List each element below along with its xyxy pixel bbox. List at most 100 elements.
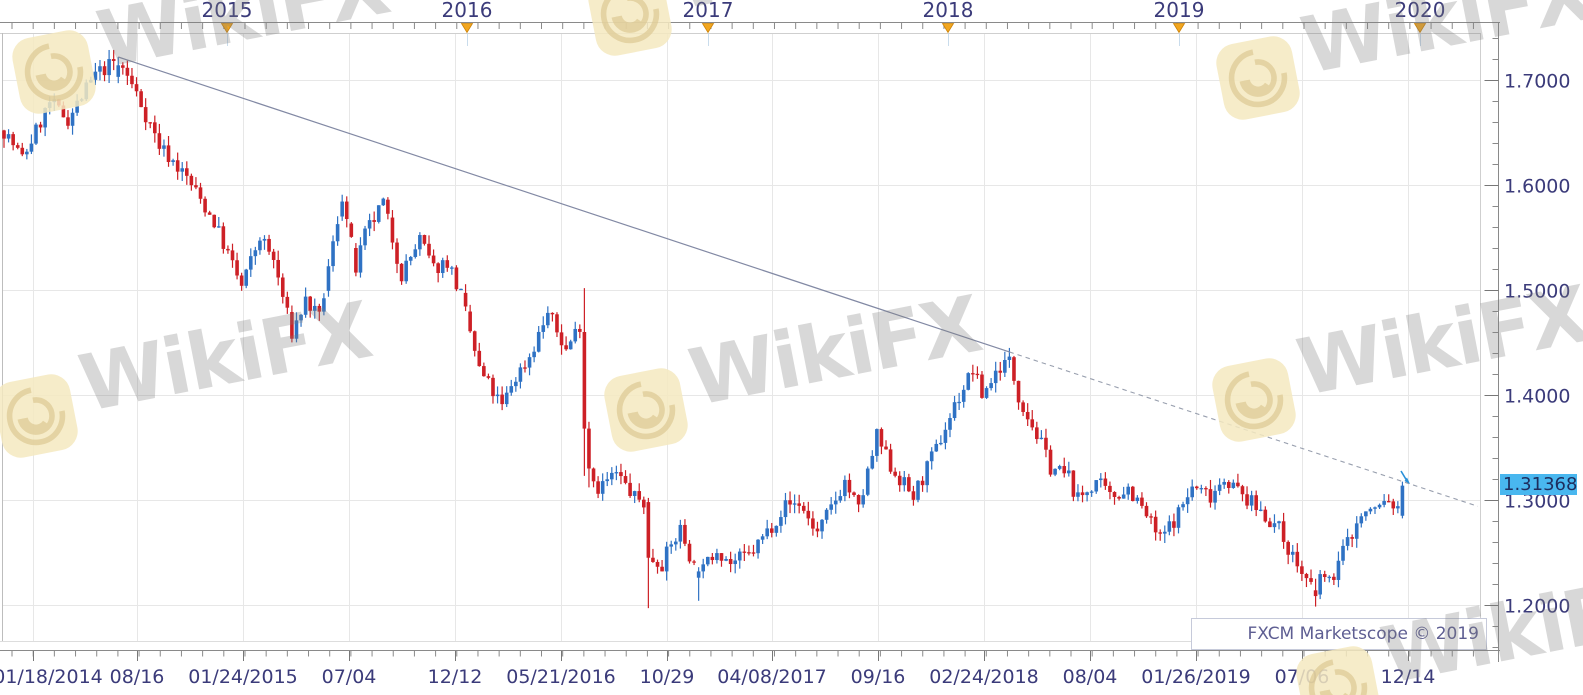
candle-body [655, 561, 660, 567]
year-label: 2015 [202, 0, 253, 22]
candle-body [230, 250, 235, 261]
candle-body [646, 502, 651, 558]
candle-body [1140, 497, 1144, 506]
candle-body [788, 500, 792, 505]
y-axis-price-label: 1.5000 [1504, 281, 1570, 303]
candle-body [1400, 485, 1405, 516]
candle-body [865, 468, 870, 495]
candle-body [61, 105, 66, 118]
candle-body [363, 228, 367, 246]
candle-body [1268, 521, 1272, 528]
candle-body [326, 266, 331, 291]
candle-body [829, 504, 833, 510]
candle-body [916, 480, 920, 500]
candle-body [806, 510, 811, 519]
candle-body [98, 66, 102, 72]
candle-body [1281, 521, 1286, 542]
candle-body [1300, 566, 1304, 574]
candle-body [957, 401, 961, 404]
candle-body [792, 503, 797, 505]
candle-body [660, 566, 664, 572]
candle-body [833, 500, 838, 505]
candle-body [1309, 578, 1313, 582]
x-axis-date-label: 12/14 [1381, 666, 1436, 688]
candle-body [733, 560, 737, 565]
candle-body [303, 296, 308, 315]
candle-body [262, 238, 267, 241]
candle-body [418, 235, 422, 250]
candle-body [331, 241, 335, 267]
candle-body [1332, 576, 1336, 580]
candle-body [244, 269, 249, 286]
candle-body [1258, 509, 1263, 511]
candle-body [724, 558, 728, 561]
plot-area[interactable] [2, 33, 1480, 641]
candle-body [1204, 488, 1208, 490]
candle-body [445, 260, 450, 268]
candle-body [25, 151, 29, 155]
year-label: 2017 [683, 0, 734, 22]
y-axis-price-label: 1.7000 [1504, 71, 1570, 93]
candle-body [1016, 380, 1021, 403]
candle-body [267, 238, 271, 252]
candle-body [1130, 486, 1135, 502]
candle-body [52, 99, 57, 103]
candle-body [459, 288, 463, 291]
candle-body [1025, 411, 1030, 420]
candle-body [961, 389, 966, 402]
year-marker-triangle [701, 23, 715, 34]
year-marker-triangle [220, 23, 234, 34]
candle-body [582, 332, 587, 429]
candle-body [1263, 509, 1268, 522]
candle-body [1144, 505, 1149, 517]
candle-body [1085, 492, 1089, 496]
candle-body [253, 250, 258, 257]
candle-body [20, 147, 25, 155]
candle-body [870, 455, 875, 469]
candle-body [925, 461, 929, 486]
candle-body [1112, 492, 1117, 497]
candle-body [335, 224, 340, 242]
candle-body [591, 468, 596, 482]
candle-body [1007, 356, 1012, 360]
candle-body [550, 312, 555, 315]
trendline-solid [118, 56, 1010, 353]
candle-body [376, 205, 381, 222]
candle-body [1377, 504, 1382, 508]
candle-body [980, 374, 984, 398]
candle-body [774, 525, 779, 533]
candle-body [66, 117, 70, 126]
candle-body [1304, 573, 1309, 579]
candle-body [637, 491, 642, 500]
candle-body [276, 259, 280, 278]
candle-body [893, 471, 897, 476]
candle-body [1286, 541, 1290, 555]
candle-body [111, 59, 116, 61]
candle-body [1067, 470, 1071, 474]
candle-body [1194, 486, 1199, 489]
candle-body [1226, 481, 1231, 488]
candle-body [971, 373, 975, 375]
candle-body [436, 263, 440, 274]
x-axis-date-label: 01/18/2014 [0, 666, 103, 688]
candle-body [340, 201, 344, 217]
y-axis-price-label: 1.6000 [1504, 176, 1570, 198]
candle-body [175, 160, 180, 172]
candle-body [2, 130, 6, 139]
candle-body [1062, 466, 1067, 474]
candle-body [157, 133, 162, 149]
candle-body [372, 220, 376, 222]
candle-body [180, 168, 185, 172]
candle-body [1117, 496, 1121, 499]
candle-body [1044, 437, 1048, 450]
candle-body [395, 242, 399, 264]
candle-body [93, 71, 98, 80]
candle-body [1322, 574, 1327, 578]
candle-body [902, 477, 907, 486]
candle-body [1222, 481, 1226, 485]
candle-body [948, 418, 952, 430]
candle-body [125, 67, 130, 76]
candle-body [404, 260, 408, 282]
